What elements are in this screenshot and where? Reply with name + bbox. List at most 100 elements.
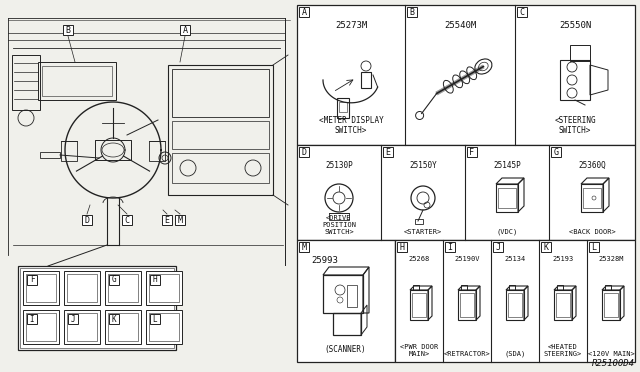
Text: 25993: 25993 bbox=[311, 256, 338, 265]
Bar bbox=[109, 314, 119, 324]
Bar bbox=[26, 274, 56, 302]
Text: K: K bbox=[112, 314, 116, 324]
Bar bbox=[180, 25, 190, 35]
Bar bbox=[108, 274, 138, 302]
Text: I: I bbox=[447, 243, 452, 251]
Bar bbox=[67, 313, 97, 341]
Bar bbox=[150, 275, 160, 285]
Bar bbox=[602, 290, 620, 320]
Bar bbox=[299, 7, 309, 17]
Text: 25550N: 25550N bbox=[559, 21, 591, 30]
Text: C: C bbox=[125, 215, 129, 224]
Bar bbox=[146, 310, 182, 344]
Bar bbox=[361, 72, 371, 88]
Bar bbox=[395, 240, 635, 362]
Text: <STARTER>: <STARTER> bbox=[404, 229, 442, 235]
Bar bbox=[299, 242, 309, 252]
Bar bbox=[333, 313, 361, 335]
Text: H: H bbox=[153, 276, 157, 285]
Bar bbox=[347, 285, 357, 307]
Text: 25268: 25268 bbox=[408, 256, 429, 262]
Text: D: D bbox=[301, 148, 307, 157]
Bar bbox=[149, 313, 179, 341]
Bar bbox=[329, 213, 349, 220]
Bar bbox=[506, 290, 524, 320]
Bar bbox=[297, 5, 635, 145]
Text: E: E bbox=[385, 148, 390, 157]
Bar bbox=[413, 285, 419, 290]
Text: G: G bbox=[112, 276, 116, 285]
Bar bbox=[297, 240, 395, 362]
Text: B: B bbox=[410, 7, 415, 16]
Bar bbox=[68, 314, 78, 324]
Bar bbox=[12, 55, 40, 110]
Text: F: F bbox=[29, 276, 35, 285]
Text: G: G bbox=[554, 148, 559, 157]
Bar bbox=[583, 188, 601, 208]
Bar bbox=[175, 215, 185, 225]
Bar bbox=[517, 7, 527, 17]
Bar bbox=[26, 313, 56, 341]
Bar bbox=[105, 310, 141, 344]
Bar bbox=[168, 65, 273, 195]
Bar bbox=[509, 285, 515, 290]
Bar bbox=[541, 242, 551, 252]
Bar bbox=[498, 188, 516, 208]
Text: <PWR DOOR
MAIN>: <PWR DOOR MAIN> bbox=[400, 344, 438, 357]
Bar bbox=[149, 141, 165, 161]
Bar bbox=[82, 215, 92, 225]
Text: <DRIVE
POSITION
SWITCH>: <DRIVE POSITION SWITCH> bbox=[322, 215, 356, 235]
Bar bbox=[42, 66, 112, 96]
Bar bbox=[560, 60, 590, 100]
Bar bbox=[146, 271, 182, 305]
Bar bbox=[415, 219, 423, 224]
Text: (VDC): (VDC) bbox=[497, 228, 518, 235]
Bar bbox=[105, 271, 141, 305]
Bar bbox=[172, 121, 269, 149]
Bar bbox=[508, 293, 522, 317]
Bar bbox=[556, 293, 570, 317]
Bar bbox=[383, 147, 393, 157]
Bar bbox=[150, 314, 160, 324]
Text: J: J bbox=[495, 243, 500, 251]
Bar bbox=[38, 62, 116, 100]
Text: 25193: 25193 bbox=[552, 256, 573, 262]
Text: R25100D4: R25100D4 bbox=[592, 359, 635, 368]
Text: 25150Y: 25150Y bbox=[409, 161, 437, 170]
Text: I: I bbox=[29, 314, 35, 324]
Bar bbox=[67, 274, 97, 302]
Bar bbox=[557, 285, 563, 290]
Bar bbox=[397, 242, 407, 252]
Text: L: L bbox=[153, 314, 157, 324]
Text: (SCANNER): (SCANNER) bbox=[324, 345, 366, 354]
Bar bbox=[412, 293, 426, 317]
Bar bbox=[61, 141, 77, 161]
Bar bbox=[108, 313, 138, 341]
Bar bbox=[323, 275, 363, 313]
Bar bbox=[460, 293, 474, 317]
Text: 25328M: 25328M bbox=[598, 256, 624, 262]
Bar bbox=[23, 271, 59, 305]
Text: <120V MAIN>: <120V MAIN> bbox=[588, 351, 634, 357]
Bar bbox=[337, 98, 349, 118]
Bar bbox=[551, 147, 561, 157]
Text: <BACK DOOR>: <BACK DOOR> bbox=[568, 229, 616, 235]
Text: M: M bbox=[177, 215, 182, 224]
Text: B: B bbox=[65, 26, 70, 35]
Bar bbox=[64, 310, 100, 344]
Text: 25360Q: 25360Q bbox=[578, 161, 606, 170]
Bar bbox=[581, 184, 603, 212]
Text: C: C bbox=[520, 7, 525, 16]
Bar bbox=[172, 153, 269, 183]
Text: 25273M: 25273M bbox=[335, 21, 367, 30]
Bar bbox=[554, 290, 572, 320]
Bar bbox=[27, 275, 37, 285]
Bar bbox=[493, 242, 503, 252]
Bar bbox=[339, 102, 347, 112]
Text: D: D bbox=[84, 215, 90, 224]
Bar bbox=[109, 275, 119, 285]
Bar bbox=[407, 7, 417, 17]
Bar bbox=[162, 215, 172, 225]
Bar bbox=[299, 147, 309, 157]
Bar bbox=[410, 290, 428, 320]
